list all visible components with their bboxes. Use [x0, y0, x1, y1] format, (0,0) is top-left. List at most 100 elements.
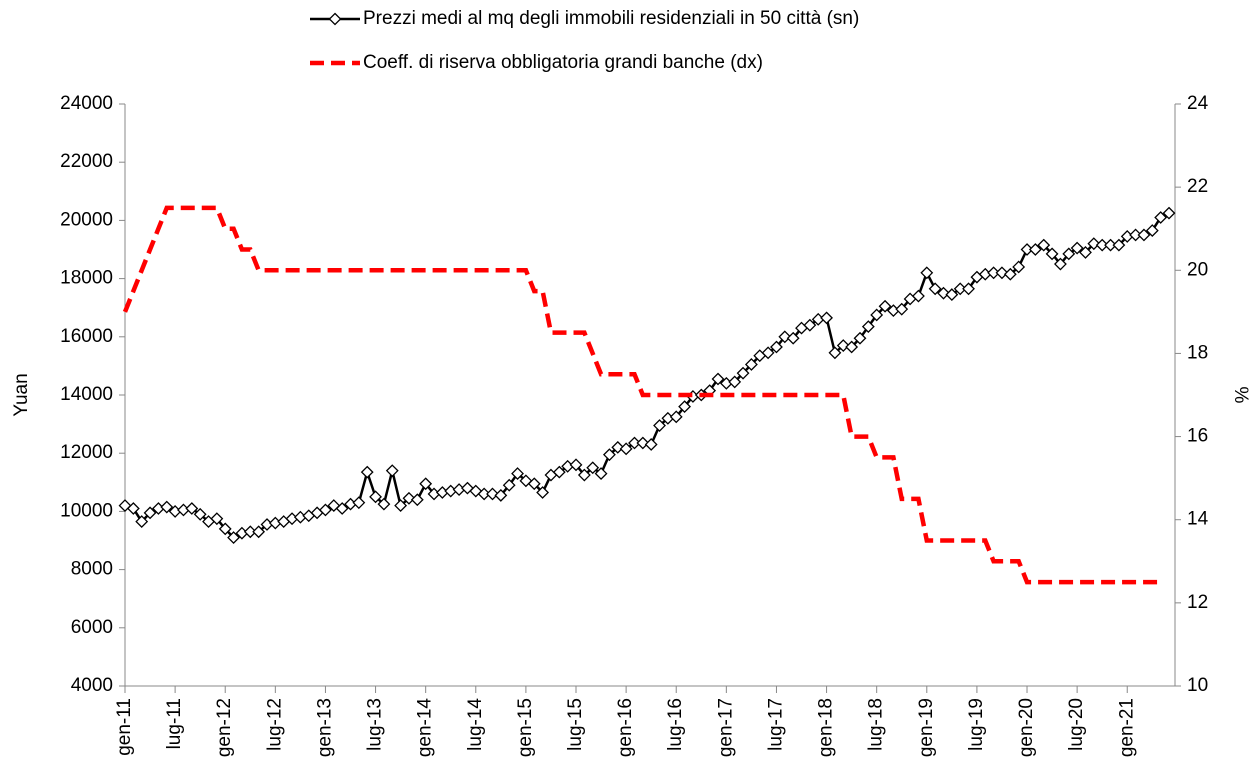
marker [770, 340, 783, 354]
marker [419, 477, 433, 491]
marker [1137, 228, 1151, 242]
marker [653, 419, 666, 432]
marker [744, 358, 758, 371]
legend-marker [328, 12, 342, 26]
marker [878, 299, 892, 313]
x-tick-label: lug-14 [465, 698, 486, 751]
marker [1045, 247, 1059, 261]
y-tick-label: 24000 [60, 93, 113, 114]
x-tick-label: gen-20 [1016, 698, 1037, 757]
marker [619, 442, 633, 456]
y2-tick-label: 18 [1187, 342, 1208, 363]
marker [962, 282, 975, 296]
marker [1062, 247, 1076, 261]
marker [577, 468, 591, 482]
y-tick-label: 22000 [60, 151, 113, 172]
y2-axis-title: % [1230, 387, 1251, 404]
marker [644, 438, 658, 451]
marker [227, 531, 240, 545]
y-tick-label: 6000 [71, 617, 113, 638]
marker [1162, 206, 1176, 220]
marker [377, 497, 391, 511]
marker [569, 458, 583, 472]
marker [602, 448, 616, 462]
marker [527, 477, 541, 491]
marker [786, 331, 800, 345]
marker [586, 461, 600, 475]
legend-label: Coeff. di riserva obbligatoria grandi ba… [363, 52, 763, 73]
marker [728, 375, 742, 389]
x-tick-label: lug-17 [765, 698, 786, 751]
x-tick-label: lug-13 [365, 698, 386, 751]
y-tick-label: 12000 [60, 442, 113, 463]
marker [1145, 224, 1159, 238]
marker [820, 311, 833, 325]
marker [1154, 211, 1168, 224]
marker [853, 331, 867, 345]
marker [669, 410, 683, 424]
marker [953, 282, 967, 296]
y2-tick-label: 20 [1187, 259, 1208, 280]
marker [218, 522, 232, 536]
marker [126, 502, 140, 515]
marker [711, 372, 725, 386]
x-tick-label: gen-18 [816, 698, 837, 757]
y2-tick-label: 22 [1187, 176, 1208, 197]
marker [845, 340, 859, 354]
marker [1104, 238, 1117, 252]
x-tick-label: lug-18 [866, 698, 887, 751]
marker [736, 366, 750, 380]
y2-tick-label: 14 [1187, 509, 1209, 530]
y-tick-label: 10000 [60, 500, 113, 521]
marker [594, 467, 608, 480]
y2-tick-label: 24 [1187, 93, 1209, 114]
marker [210, 512, 224, 526]
marker [761, 346, 775, 360]
marker [1079, 245, 1092, 259]
marker [611, 440, 625, 454]
marker [628, 436, 641, 450]
x-tick-label: gen-16 [615, 698, 636, 757]
y-tick-label: 8000 [71, 559, 113, 580]
y-tick-label: 4000 [71, 675, 113, 696]
y2-tick-label: 16 [1187, 426, 1208, 447]
y-tick-label: 14000 [60, 384, 113, 405]
marker [143, 506, 157, 520]
marker [410, 493, 424, 507]
marker [486, 487, 499, 501]
y-tick-label: 16000 [60, 326, 113, 347]
marker [945, 288, 959, 302]
marker [1112, 238, 1126, 252]
y-axis-title: Yuan [11, 373, 32, 416]
x-tick-label: gen-19 [916, 698, 937, 757]
marker [920, 266, 934, 280]
x-tick-label: gen-15 [515, 698, 536, 757]
marker [369, 490, 382, 504]
marker [385, 464, 399, 478]
x-tick-label: gen-12 [214, 698, 235, 757]
marker [135, 515, 149, 529]
marker [836, 339, 850, 352]
marker [928, 282, 942, 296]
marker [895, 302, 909, 316]
marker [319, 503, 332, 517]
marker [937, 286, 950, 300]
marker [987, 266, 1001, 280]
marker [828, 346, 842, 360]
marker [1129, 228, 1143, 242]
marker [494, 488, 508, 502]
marker [1028, 243, 1042, 256]
marker [1054, 257, 1067, 271]
marker [636, 436, 650, 450]
marker [552, 465, 566, 479]
marker [803, 318, 817, 332]
marker [536, 486, 550, 499]
x-tick-label: lug-20 [1066, 698, 1087, 751]
x-tick-label: gen-11 [114, 698, 135, 756]
x-tick-label: lug-12 [264, 698, 285, 751]
marker [778, 330, 792, 344]
legend-label: Prezzi medi al mq degli immobili residen… [363, 8, 859, 29]
x-tick-label: gen-21 [1116, 698, 1137, 757]
